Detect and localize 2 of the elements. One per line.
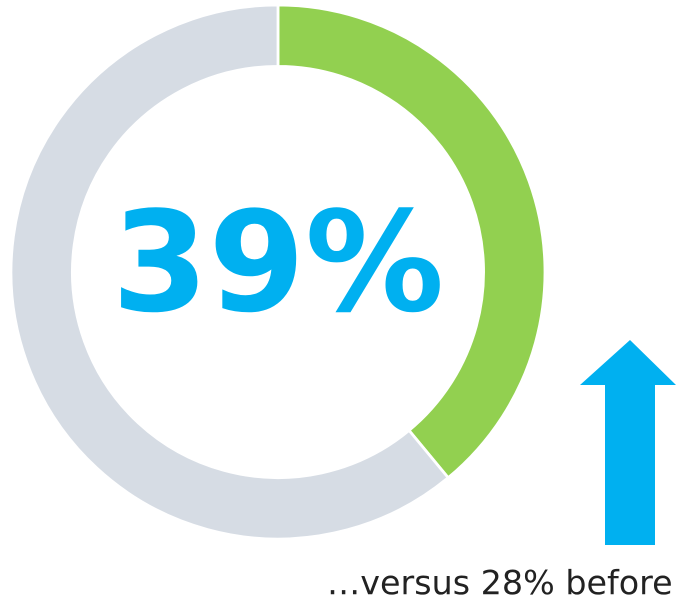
- data-label: 39%: [121, 207, 440, 312]
- text: …versus 28% before: [330, 568, 671, 595]
